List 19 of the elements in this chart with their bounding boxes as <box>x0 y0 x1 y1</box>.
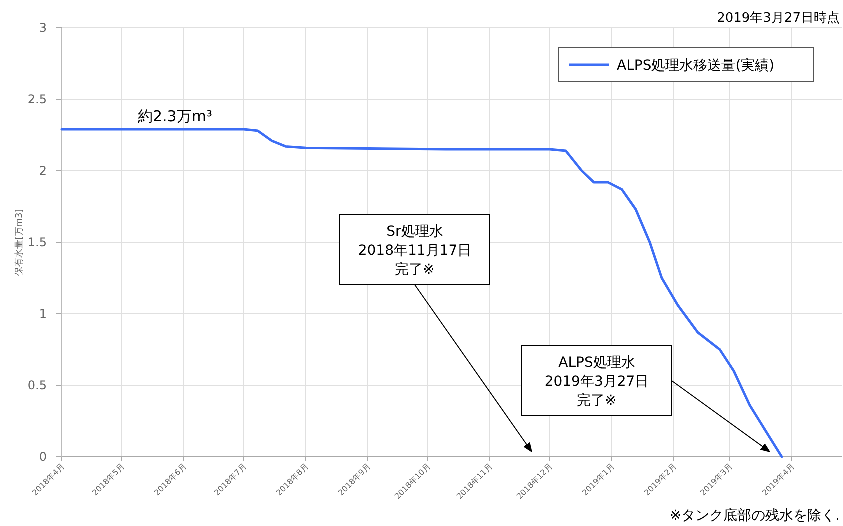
y-tick-label: 2.5 <box>28 92 47 106</box>
legend-label: ALPS処理水移送量(実績) <box>617 58 775 74</box>
text: 2019年3月27日時点 <box>717 11 840 26</box>
y-tick-label: 0.5 <box>28 378 47 392</box>
annotation: 完了※ <box>395 262 435 278</box>
y-tick-label: 3 <box>39 21 47 35</box>
annotation: Sr処理水 <box>386 224 444 240</box>
y-tick-label: 1.5 <box>28 236 47 250</box>
annotation: 約2.3万m³ <box>138 108 212 126</box>
line-series <box>60 128 784 458</box>
annotation: 2019年3月27日 <box>544 374 650 390</box>
annotation: 完了※ <box>577 393 617 409</box>
y-axis-title: 保有水量[万m3] <box>14 209 25 276</box>
annotation: 2018年11月17日 <box>358 243 472 259</box>
annotation: ALPS処理水 <box>558 355 636 371</box>
y-tick-label: 1 <box>39 307 47 321</box>
text: ※タンク底部の残水を除く. <box>670 508 840 524</box>
y-tick-label: 2 <box>39 164 47 178</box>
y-tick-label: 0 <box>39 450 47 464</box>
